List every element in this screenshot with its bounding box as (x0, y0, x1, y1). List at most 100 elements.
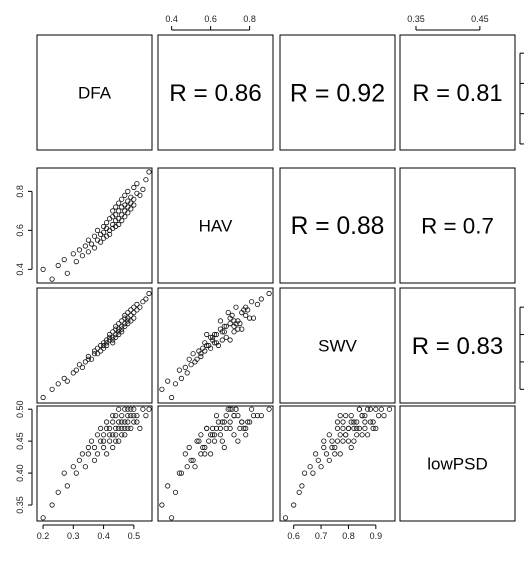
data-point (40, 394, 46, 401)
data-point (131, 196, 137, 202)
data-point (296, 489, 302, 495)
data-point (131, 412, 137, 419)
data-point (104, 342, 110, 349)
data-point (116, 326, 122, 332)
data-point (131, 309, 137, 316)
data-point (196, 348, 202, 354)
data-point (229, 312, 235, 318)
x-tick-label: 0.3 (67, 531, 80, 541)
data-point (125, 320, 131, 327)
panel-SWV-SWV (279, 287, 396, 404)
data-point (165, 483, 171, 489)
data-point (202, 451, 208, 457)
data-point (241, 425, 247, 431)
data-point (227, 425, 233, 431)
data-point (223, 425, 229, 431)
data-point (140, 299, 146, 305)
panel-DFA-lowPSD (399, 34, 516, 151)
data-point (178, 470, 184, 476)
x-tick-label: 0.8 (342, 531, 355, 541)
panel-HAV-SWV (279, 167, 396, 284)
y-tick-label: 0.50 (15, 400, 25, 418)
data-point (213, 331, 220, 338)
data-point (190, 351, 196, 357)
data-point (208, 432, 214, 438)
data-point (73, 367, 79, 373)
data-point (49, 502, 55, 508)
data-point (243, 432, 249, 438)
data-point (137, 192, 143, 198)
data-point (343, 412, 349, 419)
data-point (91, 348, 98, 354)
correlation-label: R = 0.92 (290, 79, 385, 107)
data-point (128, 318, 134, 324)
data-point (334, 438, 341, 444)
data-point (101, 438, 107, 444)
data-point (113, 212, 119, 218)
data-point (64, 483, 70, 489)
data-point (188, 362, 194, 368)
data-point (113, 425, 119, 431)
data-point (231, 329, 237, 335)
data-point (318, 464, 324, 470)
data-point (221, 323, 227, 329)
data-point (85, 444, 92, 451)
data-point (235, 326, 241, 332)
data-point (88, 438, 95, 444)
data-point (101, 229, 107, 235)
data-point (64, 378, 70, 384)
data-point (125, 425, 131, 431)
data-point (326, 432, 332, 438)
data-point (202, 444, 208, 451)
data-point (169, 394, 175, 401)
data-point (119, 318, 125, 324)
data-point (233, 406, 239, 412)
data-point (104, 220, 110, 226)
data-point (386, 406, 393, 412)
variable-label-DFA: DFA (78, 84, 112, 103)
correlation-label: R = 0.86 (169, 80, 262, 107)
correlation-label: R = 0.83 (412, 333, 503, 360)
data-point (61, 470, 67, 476)
data-point (231, 318, 237, 324)
y-tick-label: 0.35 (15, 496, 25, 514)
data-point (266, 406, 272, 412)
x-tick-label-top: 0.6 (204, 14, 217, 24)
data-point (235, 412, 241, 419)
data-point (134, 181, 140, 187)
data-point (364, 406, 371, 412)
data-point (101, 342, 107, 349)
data-point (55, 381, 61, 387)
data-point (223, 334, 229, 340)
data-point (299, 483, 305, 489)
data-point (231, 412, 237, 419)
data-point (73, 258, 79, 265)
data-point (113, 334, 119, 340)
data-point (128, 312, 134, 318)
data-point (131, 406, 137, 412)
text-layer: DFA HAV SWV lowPSD R = 0.86 R = 0.92 R = 0.81 R… (15, 14, 503, 541)
x-tick-label: 0.5 (128, 531, 141, 541)
data-point (165, 378, 171, 384)
points-layer (40, 169, 393, 521)
data-point (116, 329, 122, 335)
data-point (104, 425, 110, 431)
data-point (340, 438, 346, 444)
data-point (107, 331, 113, 338)
data-point (146, 290, 152, 297)
data-point (140, 406, 146, 412)
data-point (217, 432, 223, 438)
data-point (88, 241, 95, 247)
data-point (359, 412, 365, 419)
data-point (122, 320, 128, 327)
data-point (227, 320, 233, 327)
data-point (128, 412, 134, 419)
data-point (82, 464, 89, 470)
x-tick-label: 0.4 (97, 531, 110, 541)
data-point (213, 340, 220, 346)
panel-DFA-DFA (36, 34, 153, 151)
data-point (116, 331, 122, 338)
data-point (337, 432, 343, 438)
data-point (266, 290, 272, 297)
data-point (125, 419, 131, 425)
